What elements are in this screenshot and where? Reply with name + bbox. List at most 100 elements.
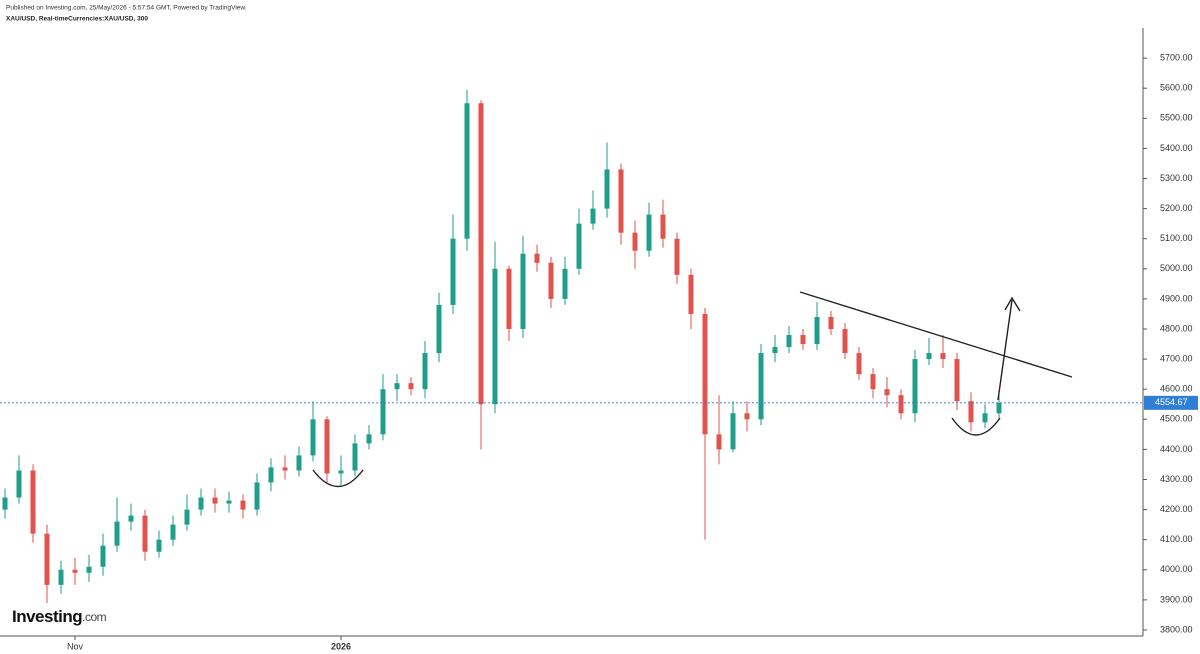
candle-body <box>786 335 792 348</box>
candle-body <box>436 304 442 354</box>
y-tick-label: 4000.00 <box>1160 564 1193 574</box>
candle-body <box>72 569 78 573</box>
candle-body <box>744 413 750 420</box>
candle-body <box>338 470 344 474</box>
candle-body <box>982 413 988 423</box>
y-tick-label: 4800.00 <box>1160 323 1193 333</box>
candle-body <box>604 169 610 209</box>
candle-body <box>86 566 92 573</box>
candle-body <box>422 353 428 390</box>
candle-body <box>156 539 162 552</box>
candle-body <box>912 359 918 414</box>
candle-body <box>184 509 190 525</box>
candle-body <box>44 533 50 585</box>
y-tick-label: 4300.00 <box>1160 474 1193 484</box>
y-tick-label: 4700.00 <box>1160 353 1193 363</box>
last-price-box <box>1144 395 1198 410</box>
candle-body <box>212 497 218 504</box>
candle-body <box>100 545 106 567</box>
candle-body <box>268 467 274 483</box>
candle-body <box>618 169 624 233</box>
candle-body <box>856 353 862 375</box>
candle-body <box>548 262 554 299</box>
candle-body <box>142 515 148 552</box>
candle-body <box>842 328 848 354</box>
candle-body <box>674 238 680 275</box>
candle-body <box>380 389 386 435</box>
candle-body <box>282 467 288 471</box>
candle-body <box>16 470 22 498</box>
candle-body <box>2 497 8 510</box>
arrow-head <box>1004 296 1021 312</box>
candle-body <box>828 316 834 329</box>
candle-body <box>646 214 652 251</box>
y-tick-label: 5200.00 <box>1160 203 1193 213</box>
y-tick-label: 4200.00 <box>1160 504 1193 514</box>
candle-body <box>870 374 876 390</box>
candle-body <box>898 395 904 414</box>
logo: Investing.com <box>12 607 107 626</box>
arc-annotation <box>951 417 1001 436</box>
x-tick-label: 2026 <box>331 641 351 651</box>
candle-body <box>814 316 820 345</box>
logo-suffix: .com <box>82 610 107 624</box>
candle-body <box>296 455 302 471</box>
candle-body <box>408 383 414 390</box>
candle-body <box>576 223 582 269</box>
candle-body <box>534 253 540 263</box>
arc-annotation <box>312 469 364 487</box>
candle-body <box>758 353 764 420</box>
y-tick-label: 5400.00 <box>1160 143 1193 153</box>
candle-body <box>506 268 512 329</box>
candle-body <box>702 313 708 435</box>
y-tick-label: 5000.00 <box>1160 263 1193 273</box>
y-tick-label: 5600.00 <box>1160 83 1193 93</box>
y-tick-label: 3800.00 <box>1160 624 1193 634</box>
candle-body <box>492 268 498 405</box>
candle-body <box>30 470 36 534</box>
trend-line <box>799 291 1073 378</box>
plot <box>2 89 1002 603</box>
candle-body <box>58 569 64 585</box>
y-tick-label: 4900.00 <box>1160 293 1193 303</box>
candle-body <box>366 434 372 444</box>
candle-body <box>688 274 694 314</box>
candle-body <box>590 208 596 224</box>
chart-subtitle: XAU/USD, Real-timeCurrencies:XAU/USD, 30… <box>6 16 148 23</box>
candle-body <box>884 389 890 396</box>
candle-body <box>940 353 946 360</box>
y-tick-label: 5100.00 <box>1160 233 1193 243</box>
candle-body <box>968 401 974 423</box>
candle-body <box>310 419 316 456</box>
candle-body <box>226 500 232 504</box>
arrow-annotation <box>997 299 1013 401</box>
y-tick-label: 5500.00 <box>1160 113 1193 123</box>
candle-body <box>128 515 134 522</box>
candle-body <box>800 335 806 345</box>
candle-body <box>394 383 400 390</box>
y-tick-label: 3900.00 <box>1160 594 1193 604</box>
chart-title: Published on Investing.com, 25/May/2026 … <box>6 5 247 12</box>
candle-body <box>772 347 778 354</box>
candle-body <box>520 253 526 329</box>
candle-body <box>478 103 484 405</box>
candle-body <box>352 443 358 471</box>
candle-body <box>730 413 736 450</box>
y-tick-label: 4500.00 <box>1160 414 1193 424</box>
candle-body <box>562 268 568 299</box>
y-tick-label: 4400.00 <box>1160 444 1193 454</box>
candle-body <box>450 238 456 305</box>
y-tick-label: 5300.00 <box>1160 173 1193 183</box>
logo-name: Investing <box>12 607 82 626</box>
candle-body <box>996 402 1002 414</box>
candle-body <box>926 353 932 360</box>
last-price-label: 4554.67 <box>1155 397 1188 407</box>
y-tick-label: 4600.00 <box>1160 384 1193 394</box>
candle-body <box>324 419 330 474</box>
y-tick-label: 5700.00 <box>1160 52 1193 62</box>
x-tick-label: Nov <box>67 641 84 651</box>
candle-body <box>198 497 204 510</box>
candle-body <box>716 434 722 450</box>
candle-body <box>254 482 260 510</box>
